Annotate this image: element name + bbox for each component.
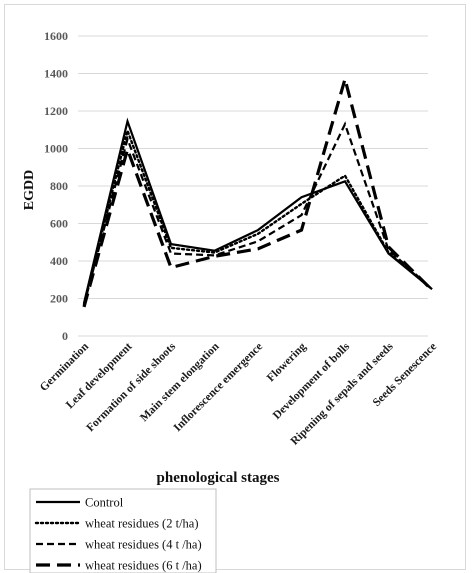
y-axis-ticks: 0 200 400 600 800 1000 1200 1400 1600: [44, 29, 68, 343]
series-line-2: [82, 126, 434, 306]
y-tick-label: 800: [50, 179, 68, 193]
series-line-1: [82, 117, 433, 304]
legend-label: wheat residues (4 t /ha): [85, 538, 202, 552]
y-tick-label: 1400: [44, 67, 68, 81]
series-line-4: [82, 73, 434, 308]
x-tick-label: Development of bolls: [271, 340, 353, 422]
legend-label: Control: [85, 496, 124, 510]
y-tick-label: 1200: [44, 104, 68, 118]
legend-label: wheat residues (2 t/ha): [85, 517, 199, 531]
y-tick-label: 200: [50, 292, 68, 306]
x-axis-title: phenological stages: [157, 470, 280, 486]
gridlines: [78, 35, 428, 337]
series-lines: [82, 73, 434, 308]
x-tick-label: Formation of side shoots: [84, 340, 178, 434]
series-line-3: [82, 121, 433, 306]
x-tick-label: Inflorescence emergence: [172, 341, 265, 434]
legend: Control wheat residues (2 t/ha) wheat resi…: [29, 488, 217, 573]
chart-frame: [4, 4, 466, 570]
legend-label: wheat residues (6 t /ha): [85, 559, 202, 573]
y-tick-label: 1600: [44, 29, 68, 43]
y-tick-label: 0: [62, 329, 68, 343]
y-tick-label: 600: [50, 217, 68, 231]
y-axis-title: EGDD: [22, 170, 37, 210]
x-tick-label: Flowering: [265, 340, 309, 384]
y-tick-label: 400: [50, 254, 68, 268]
x-tick-label: Main stem elongation: [138, 340, 222, 424]
y-tick-label: 1000: [44, 142, 68, 156]
